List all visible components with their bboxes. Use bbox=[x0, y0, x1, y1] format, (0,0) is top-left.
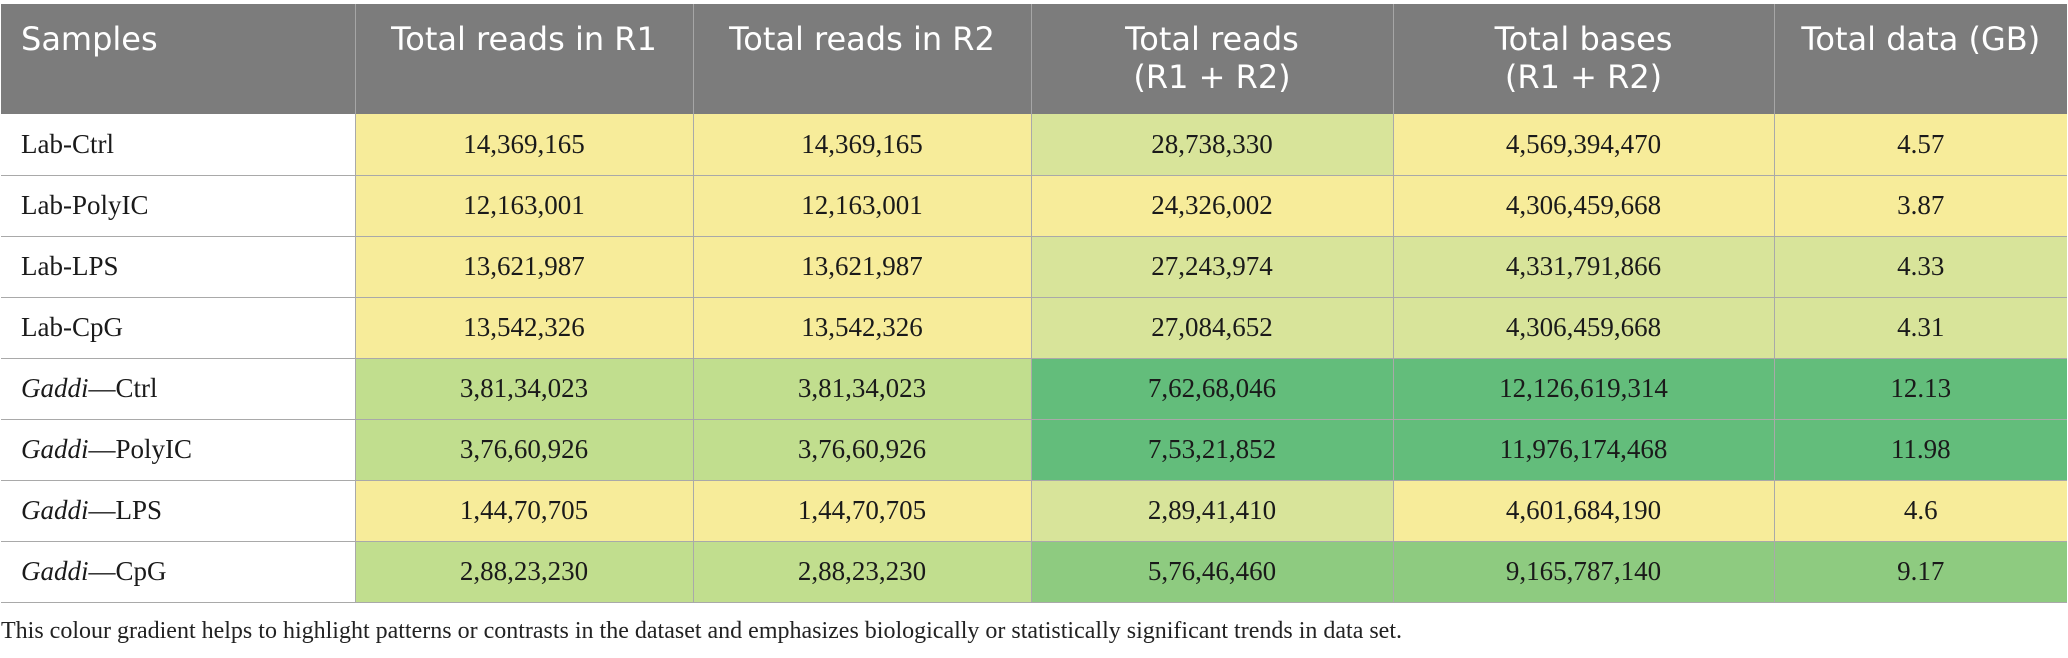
header-line: Total reads bbox=[1125, 20, 1299, 58]
data-cell: 1,44,70,705 bbox=[355, 480, 694, 542]
sample-name-cell: Gaddi—LPS bbox=[1, 480, 356, 542]
header-line: Total reads in R1 bbox=[391, 20, 657, 58]
table-row: Lab-Ctrl 14,369,165 14,369,165 28,738,330 4,… bbox=[1, 114, 2067, 176]
table-row: Gaddi—PolyIC 3,76,60,926 3,76,60,926 7,53,2… bbox=[1, 419, 2067, 481]
sample-name: Lab-CpG bbox=[21, 312, 123, 342]
data-cell: 4,306,459,668 bbox=[1393, 297, 1775, 359]
table-footnote: This colour gradient helps to highlight … bbox=[1, 618, 1402, 644]
data-cell: 9,165,787,140 bbox=[1393, 541, 1775, 603]
data-cell: 27,243,974 bbox=[1031, 236, 1394, 298]
column-header-total-reads-r2: Total reads in R2 bbox=[693, 4, 1032, 114]
data-cell: 3,76,60,926 bbox=[693, 419, 1032, 481]
data-cell: 11,976,174,468 bbox=[1393, 419, 1775, 481]
data-cell: 11.98 bbox=[1774, 419, 2067, 481]
data-cell: 3.87 bbox=[1774, 175, 2067, 237]
sample-name-italic: Gaddi bbox=[21, 495, 89, 525]
data-cell: 12,163,001 bbox=[693, 175, 1032, 237]
data-cell: 13,621,987 bbox=[693, 236, 1032, 298]
sample-name-cell: Gaddi—PolyIC bbox=[1, 419, 356, 481]
header-line: Total bases bbox=[1494, 20, 1673, 58]
data-cell: 1,44,70,705 bbox=[693, 480, 1032, 542]
sample-name: —CpG bbox=[88, 556, 167, 586]
table-row: Gaddi—Ctrl 3,81,34,023 3,81,34,023 7,62,68,… bbox=[1, 358, 2067, 420]
data-cell: 4.57 bbox=[1774, 114, 2067, 176]
sample-name: Lab-LPS bbox=[21, 251, 119, 281]
sample-name-cell: Lab-Ctrl bbox=[1, 114, 356, 176]
data-cell: 13,542,326 bbox=[693, 297, 1032, 359]
column-header-total-reads-r1: Total reads in R1 bbox=[355, 4, 694, 114]
data-cell: 3,81,34,023 bbox=[355, 358, 694, 420]
sample-name: —LPS bbox=[88, 495, 163, 525]
data-cell: 12,163,001 bbox=[355, 175, 694, 237]
data-cell: 4,601,684,190 bbox=[1393, 480, 1775, 542]
data-cell: 13,542,326 bbox=[355, 297, 694, 359]
sample-name: Lab-PolyIC bbox=[21, 190, 149, 220]
data-cell: 13,621,987 bbox=[355, 236, 694, 298]
data-cell: 4.33 bbox=[1774, 236, 2067, 298]
sample-name-italic: Gaddi bbox=[21, 434, 89, 464]
data-cell: 2,88,23,230 bbox=[693, 541, 1032, 603]
data-cell: 7,62,68,046 bbox=[1031, 358, 1394, 420]
sequencing-data-table: Samples Total reads in R1 Total reads in… bbox=[1, 4, 2067, 603]
column-header-total-data: Total data (GB) bbox=[1774, 4, 2067, 114]
data-cell: 2,88,23,230 bbox=[355, 541, 694, 603]
sample-name-cell: Lab-LPS bbox=[1, 236, 356, 298]
data-cell: 4.6 bbox=[1774, 480, 2067, 542]
column-header-samples: Samples bbox=[1, 4, 356, 114]
header-line: Total reads in R2 bbox=[729, 20, 995, 58]
table-row: Lab-CpG 13,542,326 13,542,326 27,084,652 4,3… bbox=[1, 297, 2067, 359]
table-header-row: Samples Total reads in R1 Total reads in… bbox=[1, 4, 2067, 114]
header-line: (R1 + R2) bbox=[1133, 58, 1291, 96]
sample-name: Lab-Ctrl bbox=[21, 128, 114, 159]
data-cell: 12.13 bbox=[1774, 358, 2067, 420]
sample-name-italic: Gaddi bbox=[21, 373, 89, 403]
table-row: Lab-PolyIC 12,163,001 12,163,001 24,326,002… bbox=[1, 175, 2067, 237]
sample-name-cell: Gaddi—CpG bbox=[1, 541, 356, 603]
sample-name-italic: Gaddi bbox=[21, 556, 89, 586]
data-cell: 5,76,46,460 bbox=[1031, 541, 1394, 603]
table-row: Gaddi—CpG 2,88,23,230 2,88,23,230 5,76,46,4… bbox=[1, 541, 2067, 603]
table-row: Lab-LPS 13,621,987 13,621,987 27,243,974 4,3… bbox=[1, 236, 2067, 298]
header-line: (R1 + R2) bbox=[1504, 58, 1663, 96]
sample-name: —PolyIC bbox=[88, 434, 193, 464]
data-cell: 2,89,41,410 bbox=[1031, 480, 1394, 542]
data-cell: 12,126,619,314 bbox=[1393, 358, 1775, 420]
column-header-total-reads: Total reads (R1 + R2) bbox=[1031, 4, 1394, 114]
data-cell: 4,331,791,866 bbox=[1393, 236, 1775, 298]
data-cell: 7,53,21,852 bbox=[1031, 419, 1394, 481]
data-cell: 28,738,330 bbox=[1031, 114, 1394, 176]
sample-name: —Ctrl bbox=[88, 373, 158, 403]
header-line: Total data (GB) bbox=[1801, 20, 2041, 58]
data-cell: 14,369,165 bbox=[355, 114, 694, 176]
header-line: Samples bbox=[21, 20, 158, 58]
sample-name-cell: Lab-PolyIC bbox=[1, 175, 356, 237]
sample-name-cell: Gaddi—Ctrl bbox=[1, 358, 356, 420]
sample-name-cell: Lab-CpG bbox=[1, 297, 356, 359]
data-cell: 24,326,002 bbox=[1031, 175, 1394, 237]
data-cell: 27,084,652 bbox=[1031, 297, 1394, 359]
data-cell: 4,306,459,668 bbox=[1393, 175, 1775, 237]
data-cell: 4.31 bbox=[1774, 297, 2067, 359]
data-cell: 14,369,165 bbox=[693, 114, 1032, 176]
data-cell: 9.17 bbox=[1774, 541, 2067, 603]
data-cell: 3,81,34,023 bbox=[693, 358, 1032, 420]
data-cell: 4,569,394,470 bbox=[1393, 114, 1775, 176]
table-row: Gaddi—LPS 1,44,70,705 1,44,70,705 2,89,41,4… bbox=[1, 480, 2067, 542]
column-header-total-bases: Total bases (R1 + R2) bbox=[1393, 4, 1775, 114]
data-cell: 3,76,60,926 bbox=[355, 419, 694, 481]
